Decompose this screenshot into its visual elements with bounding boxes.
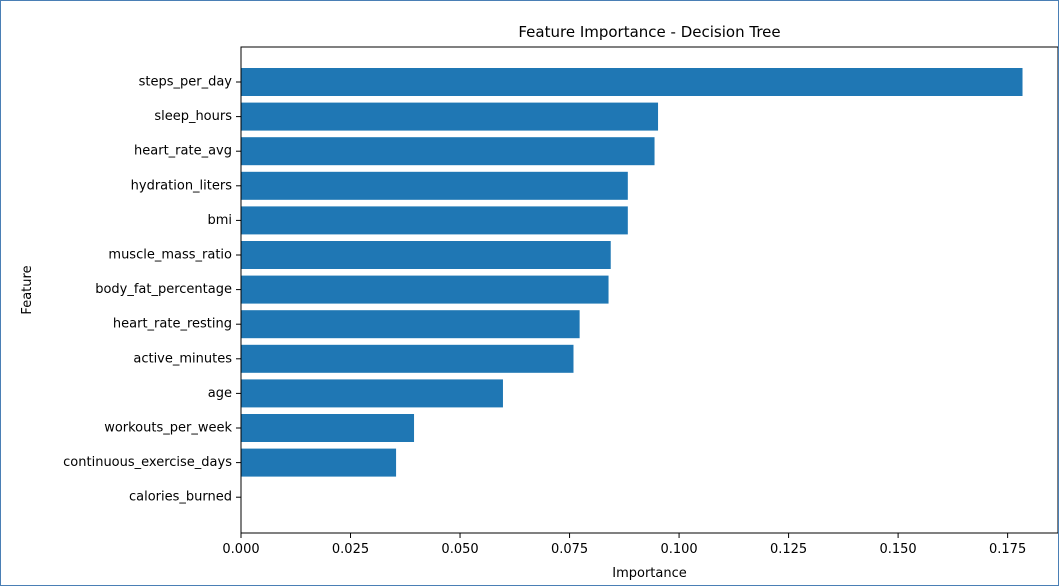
y-tick-label: age (208, 386, 232, 401)
y-tick-label: heart_rate_resting (113, 317, 232, 332)
y-tick-label: calories_burned (129, 490, 232, 505)
y-tick-label: sleep_hours (154, 109, 232, 124)
bar-continuous_exercise_days (241, 448, 397, 477)
chart-title: Feature Importance - Decision Tree (518, 23, 780, 41)
y-tick-label: heart_rate_avg (134, 144, 232, 159)
x-tick-label: 0.125 (770, 542, 807, 557)
bar-bmi (241, 206, 628, 235)
y-tick-label: muscle_mass_ratio (108, 248, 232, 263)
bar-muscle_mass_ratio (241, 241, 611, 269)
bar-hydration_liters (241, 171, 628, 200)
y-tick-label: steps_per_day (139, 75, 233, 90)
y-tick-label: hydration_liters (131, 178, 233, 193)
bar-active_minutes (241, 344, 574, 373)
bar-workouts_per_week (241, 414, 415, 442)
bar-sleep_hours (241, 102, 659, 131)
y-tick-label: workouts_per_week (104, 421, 232, 436)
x-tick-label: 0.050 (441, 542, 478, 557)
x-axis-ticks: 0.000 0.025 0.050 0.075 0.100 0.125 0.150 0.175 (222, 533, 1026, 557)
y-axis-title: Feature (20, 265, 35, 314)
x-tick-label: 0.150 (879, 542, 916, 557)
y-tick-label: continuous_exercise_days (63, 455, 232, 470)
x-axis-title: Importance (612, 566, 687, 581)
y-tick-label: bmi (207, 213, 232, 228)
x-tick-label: 0.000 (222, 542, 259, 557)
y-tick-label: body_fat_percentage (95, 282, 232, 297)
x-tick-label: 0.175 (989, 542, 1026, 557)
x-tick-label: 0.100 (660, 542, 697, 557)
bars-group (241, 68, 1023, 477)
y-tick-label: active_minutes (133, 351, 232, 366)
bar-age (241, 379, 503, 408)
bar-heart_rate_avg (241, 137, 655, 166)
x-tick-label: 0.025 (332, 542, 369, 557)
bar-steps_per_day (241, 68, 1023, 96)
x-tick-label: 0.075 (551, 542, 588, 557)
y-axis-ticks: steps_per_day sleep_hours heart_rate_avghy… (63, 75, 241, 505)
plot-area-border (240, 46, 1058, 534)
bar-body_fat_percentage (241, 275, 609, 304)
bar-heart_rate_resting (241, 310, 580, 339)
